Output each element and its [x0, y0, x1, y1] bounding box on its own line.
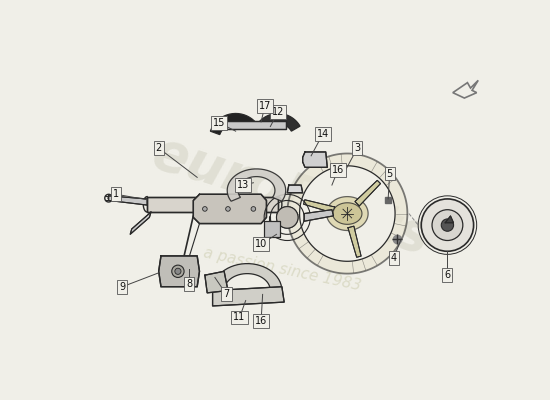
Text: 12: 12 [272, 107, 284, 117]
Polygon shape [159, 256, 200, 287]
Polygon shape [287, 185, 303, 193]
Text: 10: 10 [255, 239, 267, 249]
Polygon shape [210, 114, 256, 135]
Polygon shape [302, 152, 327, 167]
Text: 7: 7 [223, 290, 229, 299]
Polygon shape [194, 194, 267, 224]
Polygon shape [218, 121, 286, 129]
Polygon shape [277, 207, 298, 228]
Polygon shape [300, 166, 395, 261]
Text: 5: 5 [387, 168, 393, 178]
Text: a passion since 1983: a passion since 1983 [202, 246, 362, 294]
Text: 14: 14 [317, 129, 329, 139]
Text: euroParts: euroParts [145, 126, 436, 265]
Polygon shape [333, 203, 362, 224]
Text: 6: 6 [444, 270, 450, 280]
Text: 15: 15 [212, 118, 225, 128]
Circle shape [202, 207, 207, 211]
Polygon shape [205, 271, 228, 293]
Text: 13: 13 [237, 180, 250, 190]
Polygon shape [304, 210, 333, 221]
Polygon shape [109, 196, 147, 205]
Text: 4: 4 [390, 253, 397, 263]
Circle shape [175, 268, 181, 274]
Polygon shape [258, 114, 300, 131]
Polygon shape [212, 287, 284, 306]
Polygon shape [348, 226, 361, 257]
Text: 16: 16 [332, 165, 344, 175]
Circle shape [441, 219, 454, 231]
Polygon shape [287, 154, 408, 274]
Polygon shape [355, 180, 381, 206]
Polygon shape [130, 212, 151, 234]
Polygon shape [327, 197, 368, 230]
Text: 17: 17 [258, 101, 271, 111]
Text: 1: 1 [113, 189, 119, 199]
Polygon shape [227, 169, 285, 201]
Text: 16: 16 [255, 316, 267, 326]
Polygon shape [445, 216, 454, 223]
Polygon shape [212, 264, 282, 290]
Polygon shape [147, 197, 278, 212]
Text: 8: 8 [186, 279, 192, 289]
Circle shape [432, 210, 463, 240]
Text: 2: 2 [156, 143, 162, 153]
Polygon shape [304, 200, 335, 213]
Circle shape [172, 265, 184, 278]
Polygon shape [264, 221, 279, 237]
Text: 11: 11 [233, 312, 246, 322]
Circle shape [226, 207, 230, 211]
Text: 9: 9 [119, 282, 125, 292]
Circle shape [251, 207, 256, 211]
Circle shape [421, 199, 474, 251]
Text: 3: 3 [354, 143, 360, 153]
